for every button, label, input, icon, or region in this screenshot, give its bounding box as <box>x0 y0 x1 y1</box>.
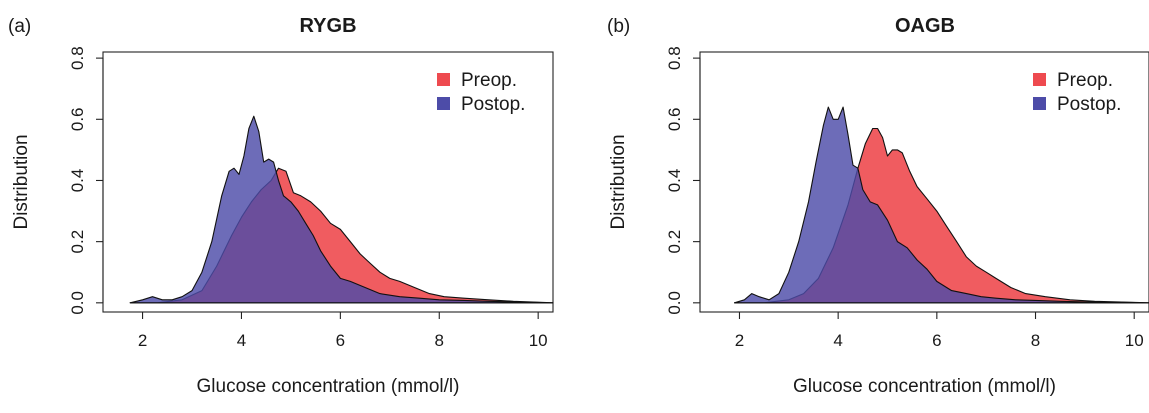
y-tick-label: 0.0 <box>68 291 87 315</box>
x-tick-label: 10 <box>1125 331 1144 350</box>
y-tick-label: 0.8 <box>68 46 87 70</box>
panel-letter: (b) <box>607 16 630 37</box>
y-tick-label: 0.0 <box>665 291 684 315</box>
x-axis-title: Glucose concentration (mmol/l) <box>793 376 1056 397</box>
x-tick-label: 8 <box>1031 331 1040 350</box>
legend-swatch <box>1033 97 1046 110</box>
chart-title: OAGB <box>895 15 955 37</box>
x-tick-label: 4 <box>833 331 842 350</box>
legend-swatch <box>1033 73 1046 86</box>
x-tick-label: 6 <box>932 331 941 350</box>
chart-panel-a: (a) RYGB 2 4 6 8 10 Glucose concentration (mmol… <box>8 15 553 397</box>
y-tick-label: 0.6 <box>68 107 87 131</box>
x-tick-label: 6 <box>336 331 345 350</box>
legend-swatch <box>437 73 450 86</box>
x-tick-label: 2 <box>138 331 147 350</box>
y-axis-title: Distribution <box>11 134 32 229</box>
y-tick-label: 0.4 <box>68 169 87 193</box>
y-tick-label: 0.6 <box>665 107 684 131</box>
x-axis-title: Glucose concentration (mmol/l) <box>197 376 460 397</box>
legend-label: Postop. <box>1057 94 1121 115</box>
y-tick-label: 0.4 <box>665 169 684 193</box>
x-tick-label: 8 <box>435 331 444 350</box>
y-tick-label: 0.2 <box>665 230 684 254</box>
y-tick-label: 0.8 <box>665 46 684 70</box>
legend-label: Postop. <box>461 94 525 115</box>
x-tick-label: 4 <box>237 331 246 350</box>
y-axis-title: Distribution <box>608 134 629 229</box>
x-tick-label: 2 <box>735 331 744 350</box>
chart-title: RYGB <box>299 15 356 37</box>
legend-swatch <box>437 97 450 110</box>
y-tick-label: 0.2 <box>68 230 87 254</box>
legend-label: Preop. <box>461 70 517 91</box>
panel-letter: (a) <box>8 16 31 37</box>
x-tick-label: 10 <box>529 331 548 350</box>
chart-panel-b: (b) OAGB 2 4 6 8 10 Glucose concentration (mmol… <box>607 15 1149 397</box>
legend-label: Preop. <box>1057 70 1113 91</box>
